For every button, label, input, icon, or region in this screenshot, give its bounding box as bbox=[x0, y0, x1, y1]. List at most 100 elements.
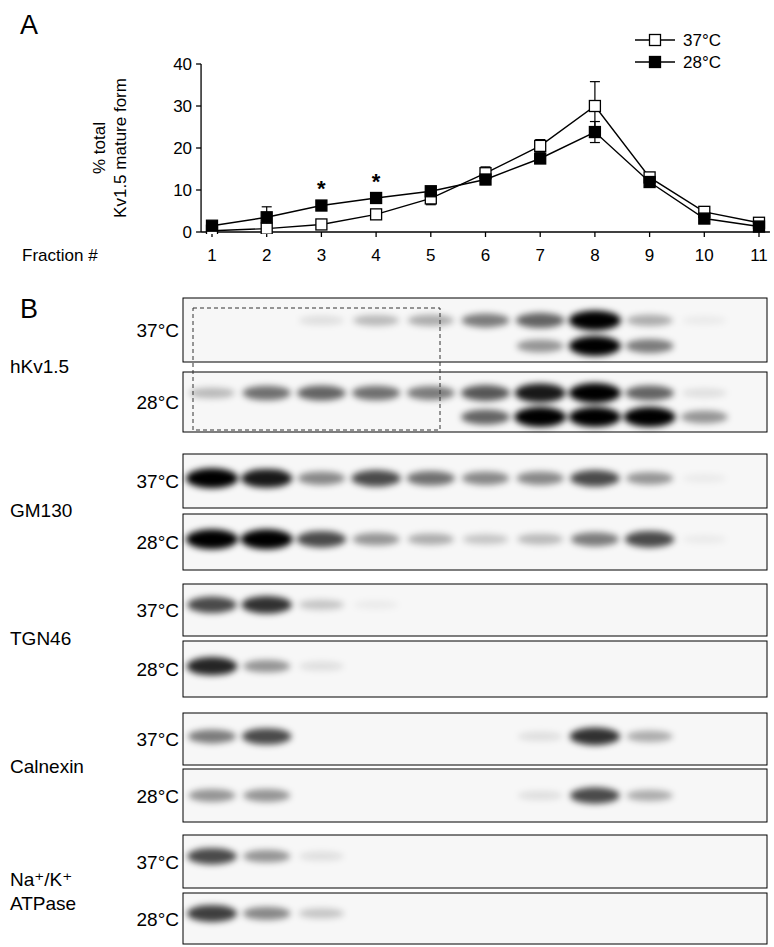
x-tick bbox=[540, 232, 541, 237]
x-tick-label: 11 bbox=[750, 246, 768, 265]
band bbox=[515, 384, 566, 403]
highlight-box bbox=[193, 308, 440, 430]
data-point bbox=[480, 174, 491, 185]
x-tick-label: 7 bbox=[535, 246, 544, 265]
band bbox=[461, 409, 510, 424]
band bbox=[187, 905, 237, 922]
blot-frame bbox=[183, 372, 767, 432]
x-tick bbox=[649, 232, 650, 237]
x-tick bbox=[375, 232, 376, 237]
band bbox=[299, 316, 344, 325]
blot-bands bbox=[186, 529, 727, 549]
protein-label: Na⁺/K⁺ATPase bbox=[10, 869, 76, 914]
data-point bbox=[754, 221, 765, 232]
x-axis-label: Fraction # bbox=[22, 246, 98, 265]
band bbox=[682, 535, 726, 544]
band bbox=[297, 531, 347, 547]
x-tick-label: 5 bbox=[426, 246, 435, 265]
figure: A0102030401234567891011Fraction #% total… bbox=[0, 0, 774, 947]
blot-frame bbox=[183, 769, 767, 822]
band bbox=[518, 791, 563, 800]
band bbox=[353, 533, 400, 546]
protein-label-line: GM130 bbox=[10, 500, 72, 521]
band bbox=[241, 469, 292, 488]
band bbox=[682, 388, 727, 397]
blot-bands bbox=[187, 657, 344, 675]
x-tick-label: 10 bbox=[695, 246, 714, 265]
protein-label: GM130 bbox=[10, 500, 72, 521]
data-point bbox=[261, 223, 272, 234]
x-tick-label: 9 bbox=[645, 246, 654, 265]
x-tick bbox=[594, 232, 595, 237]
band bbox=[569, 310, 621, 330]
band bbox=[408, 315, 454, 327]
x-tick-label: 6 bbox=[481, 246, 490, 265]
band bbox=[243, 660, 290, 673]
y-tick-label: 30 bbox=[173, 97, 192, 116]
significance-mark: * bbox=[372, 169, 381, 194]
band bbox=[626, 731, 672, 743]
error-cap bbox=[262, 206, 272, 207]
condition-label: 37°C bbox=[137, 852, 179, 873]
band bbox=[353, 315, 399, 326]
error-bar bbox=[535, 140, 545, 153]
blot-bands bbox=[299, 310, 727, 356]
blot-bands bbox=[189, 383, 728, 427]
legend-label: 37°C bbox=[683, 31, 721, 50]
band bbox=[352, 386, 400, 401]
y-tick bbox=[196, 147, 201, 148]
data-point bbox=[316, 219, 327, 230]
x-tick bbox=[758, 232, 759, 237]
condition-label: 28°C bbox=[137, 909, 179, 930]
blot-bands bbox=[187, 596, 398, 614]
y-axis-label-line: Kv1.5 mature form bbox=[111, 78, 130, 218]
blot-bands bbox=[188, 728, 673, 746]
band bbox=[243, 907, 291, 920]
band bbox=[243, 850, 290, 863]
band bbox=[299, 908, 345, 918]
band bbox=[626, 339, 674, 353]
panel-label: A bbox=[20, 10, 38, 40]
y-tick-label: 20 bbox=[173, 139, 192, 158]
y-tick bbox=[196, 105, 201, 106]
band bbox=[682, 474, 726, 483]
x-tick bbox=[485, 232, 486, 237]
band bbox=[189, 388, 235, 399]
band bbox=[243, 789, 290, 802]
band bbox=[625, 531, 675, 547]
y-tick-label: 0 bbox=[183, 223, 192, 242]
protein-label: TGN46 bbox=[10, 628, 71, 649]
blot-bands bbox=[186, 468, 727, 488]
series-line bbox=[212, 132, 759, 227]
blot-bands bbox=[187, 848, 344, 864]
band bbox=[297, 385, 346, 400]
series-line bbox=[212, 106, 759, 231]
band bbox=[186, 529, 238, 549]
condition-label: 37°C bbox=[137, 600, 179, 621]
data-point bbox=[589, 127, 600, 138]
band bbox=[187, 848, 237, 864]
band bbox=[624, 407, 676, 427]
band bbox=[518, 732, 563, 741]
band bbox=[299, 662, 344, 671]
band bbox=[354, 601, 398, 610]
data-point bbox=[316, 200, 327, 211]
data-point bbox=[535, 140, 546, 151]
condition-label: 28°C bbox=[137, 392, 179, 413]
band bbox=[407, 386, 455, 400]
protein-label-line: ATPase bbox=[10, 893, 76, 914]
error-cap bbox=[590, 121, 600, 122]
data-point bbox=[261, 212, 272, 223]
data-point bbox=[699, 213, 710, 224]
x-tick-label: 3 bbox=[317, 246, 326, 265]
x-tick bbox=[321, 232, 322, 237]
protein-label-line: TGN46 bbox=[10, 628, 71, 649]
band bbox=[516, 472, 564, 485]
band bbox=[186, 468, 238, 488]
x-tick-label: 2 bbox=[262, 246, 271, 265]
band bbox=[188, 789, 235, 802]
band bbox=[461, 385, 510, 401]
y-tick bbox=[196, 231, 201, 232]
x-tick-label: 1 bbox=[207, 246, 216, 265]
band bbox=[351, 470, 401, 486]
